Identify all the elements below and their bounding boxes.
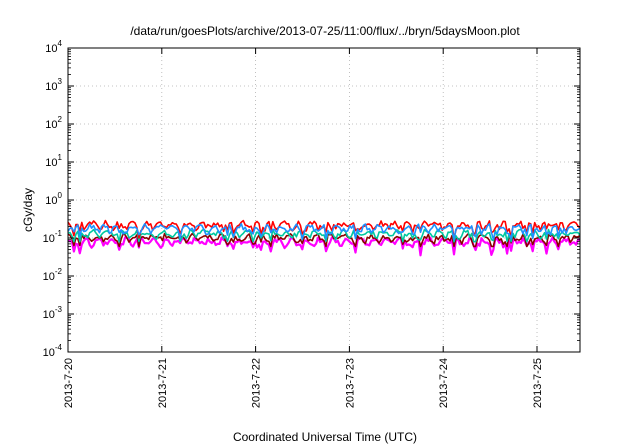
y-tick-label: 100 [45,191,62,207]
y-axis-label: cGy/day [21,188,35,232]
y-tick-label: 10-1 [43,229,63,245]
x-axis-label: Coordinated Universal Time (UTC) [233,430,417,444]
y-tick-label: 10-3 [43,305,63,321]
y-tick-label: 103 [45,77,62,93]
chart-title: /data/run/goesPlots/archive/2013-07-25/1… [130,24,520,38]
series-lines [67,219,581,257]
y-tick-label: 10-4 [43,343,63,359]
x-tick-label: 2013-7-21 [157,358,169,408]
x-tick-label: 2013-7-20 [63,358,75,408]
x-tick-label: 2013-7-22 [251,358,263,408]
y-tick-label: 10-2 [43,267,63,283]
y-tick-label: 101 [45,153,62,169]
x-axis: 2013-7-20 2013-7-21 2013-7-22 2013-7-23 2013… [63,48,544,408]
series-line-5 [67,222,581,241]
x-tick-label: 2013-7-23 [344,358,356,408]
y-tick-label: 102 [45,115,62,131]
y-tick-label: 104 [45,39,62,55]
grid [67,48,580,352]
y-axis: 104 103 102 101 100 10-1 10-2 10-3 10-4 [43,39,580,359]
x-tick-label: 2013-7-25 [532,358,544,408]
x-tick-label: 2013-7-24 [438,358,450,408]
